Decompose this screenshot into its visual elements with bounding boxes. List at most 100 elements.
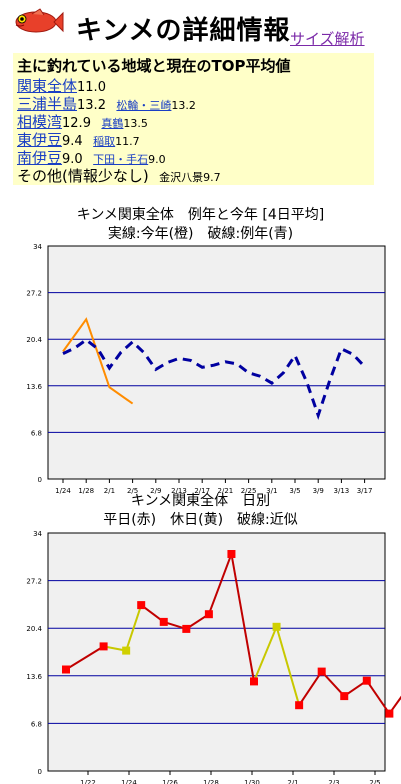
- x-tick-label: 2/13: [171, 487, 187, 495]
- plot-area: [47, 532, 386, 772]
- x-tick-label: 3/9: [313, 487, 324, 495]
- page-header: キンメの詳細情報 サイズ解析: [0, 0, 401, 52]
- y-tick-label: 20.4: [26, 336, 42, 344]
- region-link-higashi-izu[interactable]: 東伊豆: [17, 131, 63, 149]
- region-link-kanto[interactable]: 関東全体: [17, 77, 78, 95]
- region-row: 東伊豆9.4 稲取11.7: [17, 129, 140, 150]
- weekday-point: [204, 610, 213, 619]
- y-tick-label: 13.6: [26, 383, 42, 391]
- plot-area: [47, 245, 386, 480]
- region-value: 9.4: [62, 134, 83, 149]
- region-value: 11.0: [77, 80, 106, 95]
- region-link-sagami[interactable]: 相模湾: [17, 113, 63, 131]
- y-tick-label: 34: [33, 530, 42, 538]
- x-tick-label: 2/1: [287, 779, 298, 784]
- chart-subtitle: 平日(赤) 休日(黄) 破線:近似: [103, 512, 298, 528]
- daily-series-segment: [320, 670, 345, 697]
- chart-plot: 0 6.8 13.6 20.4 27.2 34 1/22 1/24 1/26 1/28 1/30 2/…: [26, 530, 401, 784]
- x-tick-label: 2/3: [328, 779, 339, 784]
- daily-series-segment: [298, 671, 323, 706]
- weekday-point: [340, 692, 349, 701]
- daily-series-segment: [207, 553, 233, 615]
- region-value: 13.2: [77, 98, 106, 113]
- y-tick-label: 6.8: [31, 429, 42, 437]
- y-tick-label: 6.8: [31, 720, 42, 728]
- x-tick-label: 1/24: [121, 779, 137, 784]
- y-tick-label: 13.6: [26, 673, 42, 681]
- region-summary-panel: 主に釣れている地域と現在のTOP平均値 関東全体11.0 三浦半島13.2 松輪…: [13, 53, 374, 185]
- region-row: 南伊豆9.0 下田・手石9.0: [17, 147, 166, 168]
- holiday-point: [122, 646, 131, 655]
- region-row: 関東全体11.0: [17, 75, 106, 96]
- region-row: 相模湾12.9 真鶴13.5: [17, 111, 148, 132]
- other-port-name: 金沢八景: [159, 171, 204, 184]
- chart-title: キンメ関東全体 例年と今年 [4日平均]: [76, 207, 325, 223]
- daily-series-segment: [388, 695, 401, 715]
- x-tick-label: 1/30: [244, 779, 260, 784]
- port-link-matsuwa-misaki[interactable]: 松輪・三崎: [116, 99, 172, 112]
- daily-chart: キンメ関東全体 日別 平日(赤) 休日(黄) 破線:近似 0 6.8 13.6 20.…: [0, 490, 401, 784]
- chart-subtitle: 実線:今年(橙) 破線:例年(青): [107, 226, 294, 242]
- port-value: 9.0: [148, 153, 166, 166]
- weekday-point: [159, 617, 168, 626]
- weekday-point: [250, 677, 258, 686]
- x-tick-label: 2/1: [104, 487, 115, 495]
- weekday-point: [295, 701, 304, 710]
- other-label: その他(情報少なし): [17, 167, 149, 185]
- region-row-other: その他(情報少なし) 金沢八景9.7: [17, 165, 221, 186]
- port-value: 11.7: [115, 135, 140, 148]
- weekday-point: [137, 601, 146, 610]
- x-tick-label: 1/28: [203, 779, 219, 784]
- daily-series-segment: [253, 626, 278, 682]
- other-port-value: 9.7: [203, 171, 221, 184]
- y-tick-label: 0: [38, 768, 42, 776]
- y-tick-label: 20.4: [26, 625, 42, 633]
- weekday-point: [362, 676, 371, 685]
- port-link-inatori[interactable]: 稲取: [93, 135, 116, 148]
- weekday-point: [317, 667, 326, 676]
- x-tick-label: 2/25: [241, 487, 257, 495]
- page-title: キンメの詳細情報: [76, 16, 291, 46]
- weekday-point: [99, 642, 108, 651]
- weekday-point: [385, 709, 394, 718]
- x-tick-label: 3/13: [334, 487, 350, 495]
- x-tick-label: 2/21: [218, 487, 234, 495]
- weekday-point: [62, 665, 70, 674]
- x-tick-label: 1/28: [78, 487, 94, 495]
- weekday-point: [227, 550, 236, 558]
- x-tick-label: 1/22: [80, 779, 96, 784]
- daily-series-segment: [230, 553, 255, 682]
- port-value: 13.2: [171, 99, 196, 112]
- region-link-miura[interactable]: 三浦半島: [17, 95, 78, 113]
- region-value: 12.9: [62, 116, 91, 131]
- y-tick-label: 0: [38, 476, 42, 484]
- panel-heading: 主に釣れている地域と現在のTOP平均値: [17, 57, 291, 75]
- x-tick-label: 3/1: [266, 487, 277, 495]
- x-tick-label: 3/17: [357, 487, 373, 495]
- current-year-series-line: [62, 317, 134, 405]
- y-tick-label: 34: [33, 243, 42, 251]
- y-tick-label: 27.2: [26, 290, 42, 298]
- x-tick-label: 2/5: [369, 779, 380, 784]
- y-tick-label: 27.2: [26, 578, 42, 586]
- weekday-point: [182, 624, 191, 633]
- region-row: 三浦半島13.2 松輪・三崎13.2: [17, 93, 196, 114]
- daily-series-segment: [125, 604, 143, 651]
- size-analysis-link[interactable]: サイズ解析: [290, 30, 365, 48]
- port-link-manazuru[interactable]: 真鶴: [101, 117, 124, 130]
- chart-plot: 0 6.8 13.6 20.4 27.2 34 1/24 1/28 2/1 2/5 2/9 2/13 2…: [26, 243, 386, 495]
- x-tick-label: 3/5: [289, 487, 300, 495]
- region-value: 9.0: [62, 152, 83, 167]
- x-tick-label: 1/24: [55, 487, 71, 495]
- daily-series-segment: [65, 645, 105, 671]
- chart-title: キンメ関東全体 日別: [130, 493, 271, 509]
- port-value: 13.5: [123, 117, 148, 130]
- holiday-point: [272, 622, 281, 631]
- region-link-minami-izu[interactable]: 南伊豆: [17, 149, 63, 167]
- yearly-comparison-chart: キンメ関東全体 例年と今年 [4日平均] 実線:今年(橙) 破線:例年(青) 0…: [0, 203, 401, 496]
- x-tick-label: 2/17: [194, 487, 210, 495]
- x-tick-label: 1/26: [162, 779, 178, 784]
- fish-logo-icon: [15, 8, 64, 33]
- x-tick-label: 2/9: [150, 487, 161, 495]
- port-link-shimoda-teishi[interactable]: 下田・手石: [93, 153, 149, 166]
